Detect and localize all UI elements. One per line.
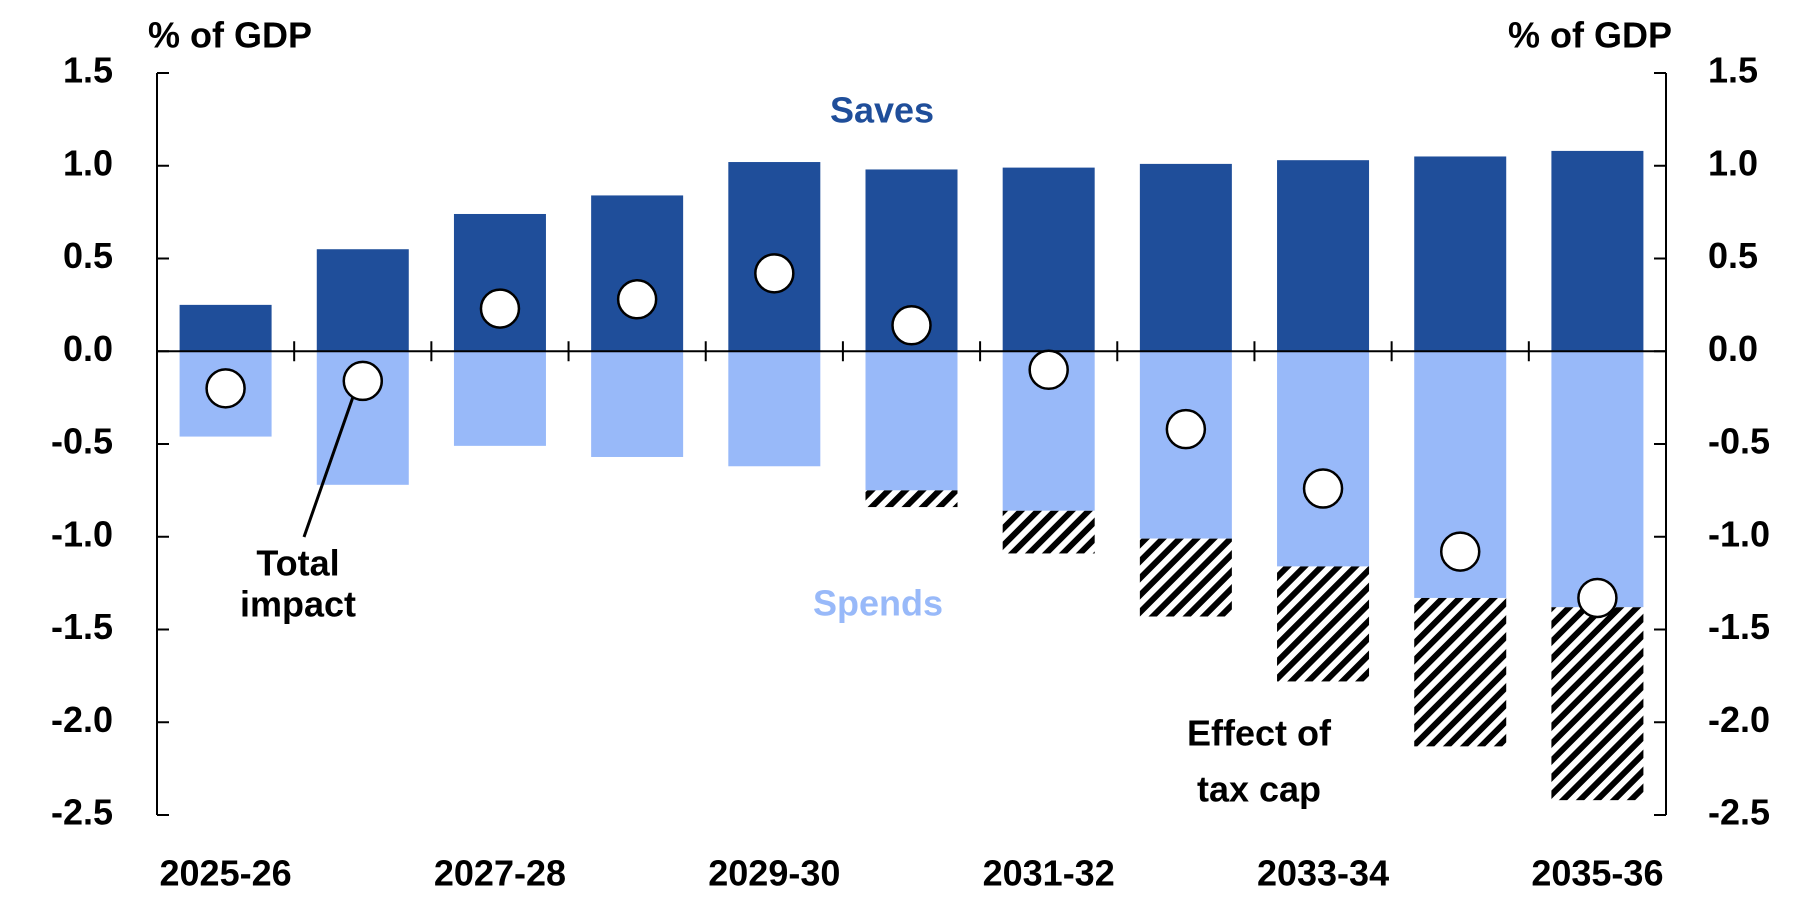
y2-axis-label: % of GDP xyxy=(1508,15,1672,56)
series-label: impact xyxy=(240,584,356,625)
bar-spends xyxy=(728,351,821,467)
bar-tax-cap xyxy=(1414,597,1507,747)
y2-tick-label: 1.5 xyxy=(1708,50,1758,91)
bar-spends xyxy=(1551,351,1644,608)
bar-saves xyxy=(1414,156,1507,352)
bar-saves xyxy=(453,213,546,352)
bar-saves xyxy=(1551,150,1644,352)
total-impact-dot xyxy=(1028,349,1069,391)
y2-tick-label: 0.5 xyxy=(1708,235,1758,276)
series-label: Effect of xyxy=(1187,713,1332,754)
bar-saves xyxy=(316,249,409,352)
y2-tick-label: -0.5 xyxy=(1708,421,1770,462)
bar-saves xyxy=(1277,160,1370,352)
bar-saves xyxy=(179,304,272,352)
y2-tick-label: -1.5 xyxy=(1708,606,1770,647)
y-tick-label: -2.5 xyxy=(51,792,113,833)
x-tick-label: 2033-34 xyxy=(1257,853,1389,894)
y2-tick-label: -1.0 xyxy=(1708,513,1770,554)
total-impact-dot xyxy=(1439,531,1481,572)
series-label: Saves xyxy=(830,90,934,131)
total-impact-dot xyxy=(1577,577,1618,619)
y-tick-label: -1.5 xyxy=(51,606,113,647)
series-label: Total xyxy=(256,543,339,584)
bar-spends xyxy=(1277,351,1370,567)
total-impact-dot xyxy=(891,305,932,346)
y2-tick-label: 0.0 xyxy=(1708,328,1758,369)
series-label: tax cap xyxy=(1197,769,1321,810)
bar-saves xyxy=(591,195,684,352)
x-tick-label: 2025-26 xyxy=(160,853,292,894)
bar-saves xyxy=(1002,167,1095,352)
y2-tick-label: -2.5 xyxy=(1708,792,1770,833)
total-impact-dot xyxy=(616,279,658,320)
y-axis-label: % of GDP xyxy=(148,15,312,56)
y-tick-label: 1.5 xyxy=(63,50,113,91)
y-tick-label: -0.5 xyxy=(51,421,113,462)
total-impact-dot xyxy=(1165,408,1207,450)
bar-tax-cap xyxy=(1139,538,1232,617)
annotation-pointer xyxy=(302,393,356,538)
total-impact-dot xyxy=(1302,468,1344,509)
y-tick-label: 0.5 xyxy=(63,235,113,276)
x-tick-label: 2035-36 xyxy=(1531,853,1663,894)
x-tick-label: 2031-32 xyxy=(983,853,1115,894)
y-tick-label: -2.0 xyxy=(51,699,113,740)
bar-spends xyxy=(453,351,546,446)
x-tick-label: 2027-28 xyxy=(434,853,566,894)
y-tick-label: 0.0 xyxy=(63,328,113,369)
total-impact-dot xyxy=(342,360,384,402)
x-tick-label: 2029-30 xyxy=(708,853,840,894)
total-impact-dot xyxy=(754,253,795,294)
y-tick-label: -1.0 xyxy=(51,513,113,554)
total-impact-dot xyxy=(479,288,521,329)
bar-spends xyxy=(591,351,684,457)
y2-tick-label: 1.0 xyxy=(1708,142,1758,183)
y-tick-label: 1.0 xyxy=(63,142,113,183)
bar-tax-cap xyxy=(865,490,958,508)
bar-tax-cap xyxy=(1277,566,1370,682)
bar-tax-cap xyxy=(1551,607,1644,801)
y2-tick-label: -2.0 xyxy=(1708,699,1770,740)
bar-saves xyxy=(1139,163,1232,352)
bar-spends xyxy=(865,351,958,491)
total-impact-dot xyxy=(205,368,246,409)
series-label: Spends xyxy=(813,583,943,624)
bar-tax-cap xyxy=(1002,510,1095,554)
